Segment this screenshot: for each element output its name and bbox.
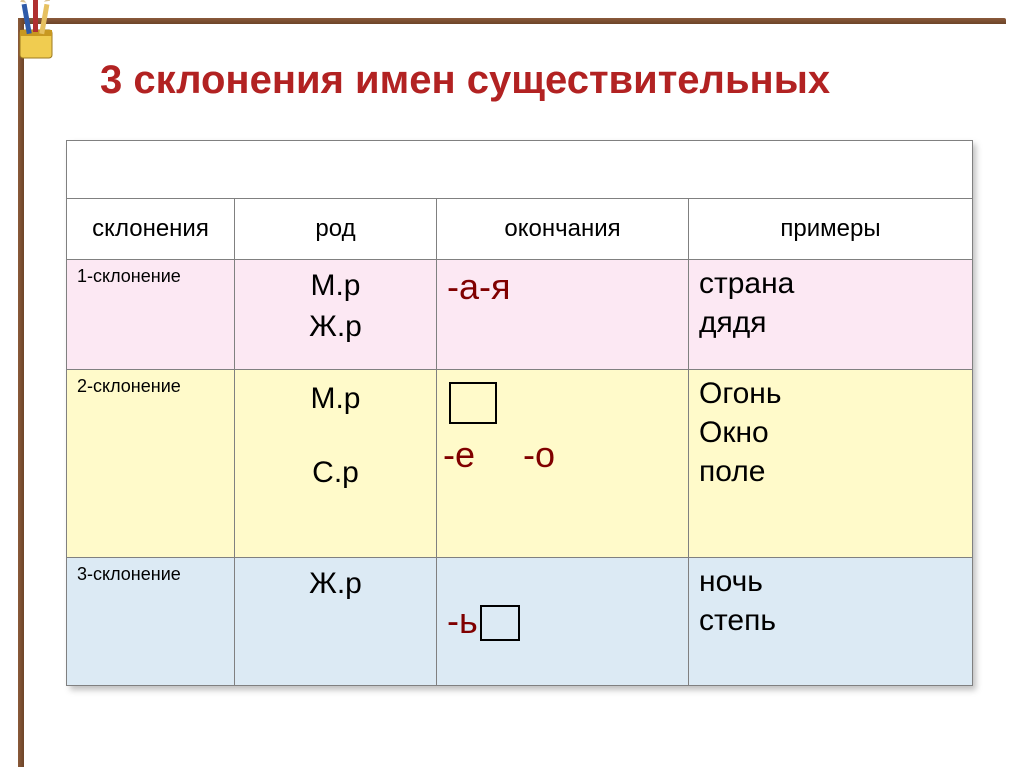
declension-1-gender: М.р Ж.р <box>235 260 437 370</box>
ending-soft-sign: -ь <box>447 600 478 641</box>
page-title: 3 склонения имен существительных <box>100 58 830 103</box>
example-word: дядя <box>699 303 962 342</box>
frame-top-border <box>18 18 1006 24</box>
example-word: Окно <box>699 413 962 452</box>
declension-3-endings: -ь <box>437 558 689 686</box>
example-word: Огонь <box>699 374 962 413</box>
ending-o: -о <box>523 434 555 476</box>
header-endings: окончания <box>437 199 689 260</box>
declension-2-gender: М.р С.р <box>235 370 437 558</box>
gender-n: С.р <box>245 456 426 490</box>
pencil-cup-icon <box>6 0 66 60</box>
header-examples: примеры <box>689 199 973 260</box>
table-row: 3-склонение Ж.р -ь ночь степь <box>67 558 973 686</box>
declension-3-examples: ночь степь <box>689 558 973 686</box>
declension-1-examples: страна дядя <box>689 260 973 370</box>
gender-f: Ж.р <box>245 307 426 348</box>
table-row: 1-склонение М.р Ж.р -а-я страна дядя <box>67 260 973 370</box>
declension-table: склонения род окончания примеры 1-склоне… <box>66 140 972 686</box>
example-word: поле <box>699 452 962 491</box>
example-word: ночь <box>699 562 962 601</box>
table-header-row: склонения род окончания примеры <box>67 199 973 260</box>
declension-2-endings: -е -о <box>437 370 689 558</box>
frame-left-border <box>18 18 24 767</box>
gender-m: М.р <box>245 266 426 307</box>
declension-3-gender: Ж.р <box>235 558 437 686</box>
table-row: 2-склонение М.р С.р -е -о Огонь Окно поле <box>67 370 973 558</box>
gender-f: Ж.р <box>245 564 426 605</box>
zero-ending-box-icon <box>449 382 497 424</box>
declension-2-label: 2-склонение <box>67 370 235 558</box>
table-spacer-row <box>67 141 973 199</box>
declension-2-examples: Огонь Окно поле <box>689 370 973 558</box>
zero-ending-box-icon <box>480 605 520 641</box>
header-declension: склонения <box>67 199 235 260</box>
example-word: степь <box>699 601 962 640</box>
gender-m: М.р <box>245 382 426 416</box>
header-gender: род <box>235 199 437 260</box>
declension-1-label: 1-склонение <box>67 260 235 370</box>
declension-1-endings: -а-я <box>437 260 689 370</box>
example-word: страна <box>699 264 962 303</box>
ending-e: -е <box>443 434 475 476</box>
declension-3-label: 3-склонение <box>67 558 235 686</box>
